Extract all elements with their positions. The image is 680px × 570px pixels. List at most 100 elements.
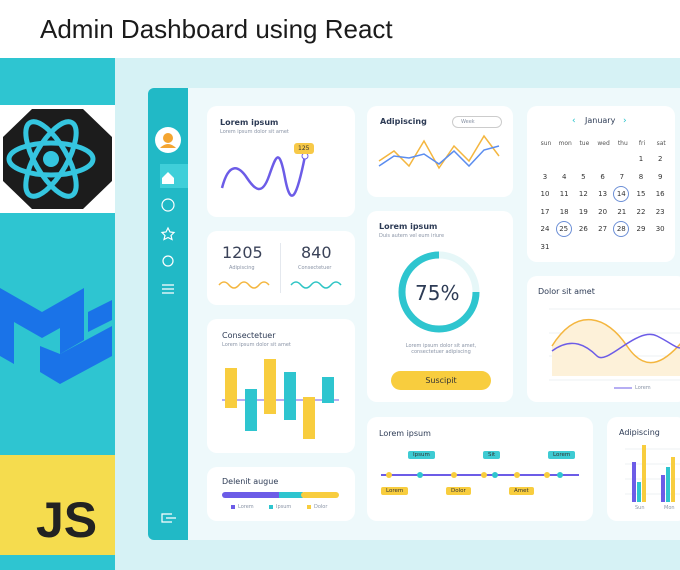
stat-value: 840 — [301, 243, 332, 262]
calendar-day[interactable]: 28 — [613, 220, 630, 237]
calendar-day[interactable]: 19 — [578, 207, 588, 216]
calendar-day[interactable]: 5 — [581, 172, 586, 181]
progress-bar — [222, 492, 339, 509]
divider — [280, 243, 281, 293]
card-title: Lorem ipsum — [379, 222, 438, 231]
react-logo — [0, 105, 115, 213]
timeline-card: Lorem ipsum Ipsum Sit Lorem Lorem Dolor Amet — [367, 417, 593, 521]
calendar-day[interactable]: 27 — [598, 225, 608, 233]
calendar-day[interactable]: 23 — [655, 207, 665, 216]
gauge-card: Lorem ipsum Duis autem vel eum iriure 75… — [367, 211, 513, 402]
timeline-tag: Dolor — [446, 487, 471, 495]
gauge-text: Lorem ipsum dolor sit amet, consectetuer… — [405, 343, 477, 355]
mini-bars-card: Adipiscing Sun Mon — [607, 417, 680, 521]
weekday-label: sat — [656, 140, 666, 147]
wave-card: Dolor sit amet Lorem — [527, 276, 680, 402]
js-logo: JS — [0, 455, 115, 555]
bar-graphic — [222, 359, 339, 439]
calendar-day[interactable]: 11 — [559, 190, 569, 198]
gauge-ring — [398, 251, 480, 333]
calendar-day[interactable]: 12 — [578, 190, 588, 198]
card-title: Lorem ipsum — [379, 429, 431, 438]
legend-label: Dolor — [314, 504, 328, 510]
stat-waves — [218, 281, 342, 289]
timeline-tag: Lorem — [548, 451, 576, 459]
calendar-day[interactable]: 29 — [636, 225, 646, 233]
calendar-day[interactable]: 20 — [598, 207, 608, 216]
stat-label: Consectetuer — [298, 265, 332, 271]
calendar-card: January ‹ › sun mon tue wed thu fri sat 1 2 3 4 5 6 7… — [527, 106, 675, 262]
stat-label: Adipiscing — [229, 265, 255, 271]
calendar-day[interactable]: 14 — [613, 185, 630, 202]
card-title: Consectetuer — [222, 331, 276, 340]
calendar-day[interactable]: 1 — [638, 155, 644, 163]
weekday-label: tue — [579, 140, 590, 147]
weekday-label: thu — [617, 140, 628, 147]
calendar-day[interactable]: 7 — [619, 172, 625, 181]
calendar-day[interactable]: 4 — [561, 172, 567, 181]
timeline-line — [381, 472, 579, 478]
calendar-day[interactable]: 13 — [598, 190, 608, 198]
calendar-day[interactable]: 15 — [636, 190, 646, 198]
week-dropdown[interactable]: Week — [452, 116, 502, 128]
stats-card: 1205 Adipiscing 840 Consectetuer — [207, 231, 355, 305]
js-text: JS — [36, 492, 98, 548]
card-subtitle: Lorem ipsum dolor sit amet — [222, 342, 291, 348]
calendar-day[interactable]: 2 — [657, 155, 663, 163]
stat-value: 1205 — [222, 243, 263, 262]
card-title: Adipiscing — [380, 117, 427, 126]
legend-label: Lorem — [635, 385, 651, 391]
progress-card: Delenit augue Lorem Ipsum Dolor — [207, 467, 355, 521]
timeline-tag: Lorem — [381, 487, 409, 495]
next-arrow[interactable]: › — [623, 116, 627, 126]
weekday-label: fri — [638, 140, 646, 147]
card-subtitle: Lorem ipsum dolor sit amet — [220, 129, 289, 135]
calendar-day[interactable]: 9 — [657, 172, 663, 181]
badge: 125 — [298, 145, 310, 152]
bars-card: Consectetuer Lorem ipsum dolor sit amet — [207, 319, 355, 453]
week-lines — [378, 134, 500, 170]
wave-lines — [549, 308, 680, 389]
legend-label: Ipsum — [276, 504, 292, 510]
calendar-day[interactable]: 25 — [555, 220, 572, 237]
calendar-month: January — [585, 116, 616, 125]
legend-label: Lorem — [238, 504, 254, 510]
calendar-day[interactable]: 8 — [638, 172, 644, 181]
sidebar-icons — [155, 127, 188, 523]
card-subtitle: Duis autem vel eum iriure — [379, 233, 445, 239]
timeline-tag: Amet — [509, 487, 534, 495]
sidebar — [148, 88, 188, 540]
card-title: Delenit augue — [222, 477, 279, 486]
gauge-value: 75% — [415, 281, 460, 305]
header: Admin Dashboard using React — [0, 0, 680, 58]
week-card: Adipiscing Week — [367, 106, 513, 197]
weekday-label: sun — [540, 140, 552, 147]
mui-logo — [0, 288, 112, 384]
calendar-day[interactable]: 17 — [540, 207, 550, 216]
calendar-day[interactable]: 21 — [617, 207, 627, 216]
react-icon — [3, 109, 112, 209]
calendar-day[interactable]: 3 — [542, 172, 548, 181]
card-title: Adipiscing — [619, 428, 660, 437]
calendar-day[interactable]: 18 — [559, 207, 569, 216]
calendar-day[interactable]: 16 — [655, 190, 665, 198]
line-card: Lorem ipsum Lorem ipsum dolor sit amet 1… — [207, 106, 355, 217]
calendar-day[interactable]: 10 — [540, 190, 550, 198]
prev-arrow[interactable]: ‹ — [572, 116, 576, 126]
card-title: Dolor sit amet — [538, 287, 595, 296]
timeline-tag: Sit — [483, 451, 501, 459]
calendar-day[interactable]: 26 — [578, 225, 588, 233]
x-label: Mon — [664, 505, 675, 511]
calendar-day[interactable]: 6 — [600, 172, 605, 181]
calendar-day[interactable]: 24 — [540, 225, 550, 233]
calendar-day[interactable]: 22 — [636, 207, 646, 216]
card-title: Lorem ipsum — [220, 118, 279, 127]
timeline-tag: Ipsum — [408, 451, 435, 459]
suscipit-button[interactable]: Suscipit — [391, 371, 491, 390]
weekday-label: wed — [597, 140, 610, 147]
weekday-label: mon — [558, 140, 572, 147]
calendar-day[interactable]: 31 — [540, 242, 550, 251]
page-title: Admin Dashboard using React — [40, 14, 393, 44]
calendar-day[interactable]: 30 — [655, 225, 665, 233]
